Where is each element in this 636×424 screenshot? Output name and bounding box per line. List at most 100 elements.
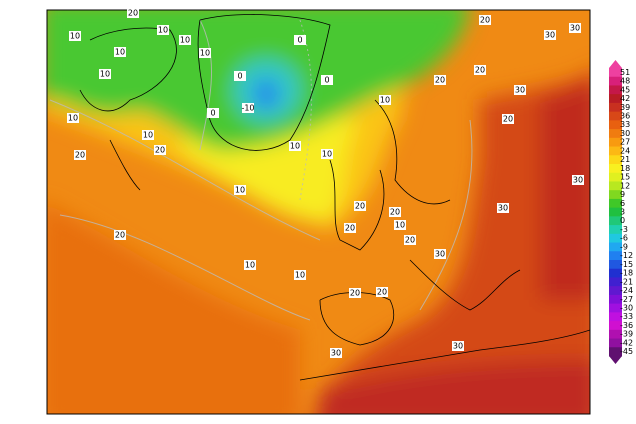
colorbar-swatch xyxy=(609,190,622,200)
contour-label: 10 xyxy=(322,150,332,159)
contour-label: 20 xyxy=(475,66,485,75)
colorbar-label: -42 xyxy=(620,338,633,347)
label-box xyxy=(497,203,509,213)
colorbar-swatch xyxy=(609,102,622,113)
label-box xyxy=(321,75,333,85)
colorbar-swatch xyxy=(609,277,622,287)
colorbar-swatch xyxy=(609,85,622,95)
colorbar-swatch xyxy=(609,137,622,148)
colorbar-swatch xyxy=(609,155,622,165)
map-frame xyxy=(46,9,591,415)
colorbar-label: 6 xyxy=(620,199,625,208)
label-box xyxy=(344,223,356,233)
contour-label: 10 xyxy=(245,261,255,270)
label-box xyxy=(330,348,342,358)
colorbar-swatch xyxy=(609,321,622,331)
label-box xyxy=(114,47,126,57)
label-box xyxy=(157,25,169,35)
colorbar-label: -45 xyxy=(620,347,633,356)
colorbar-label: 18 xyxy=(620,164,630,173)
label-box xyxy=(67,113,79,123)
label-box xyxy=(452,341,464,351)
colorbar-label: 0 xyxy=(620,216,625,225)
label-box xyxy=(572,175,584,185)
colorbar-label: 45 xyxy=(620,85,630,94)
contour-label: 20 xyxy=(435,76,445,85)
colorbar-arrow-top xyxy=(609,60,622,68)
colorbar-swatch xyxy=(609,207,622,217)
contour-label: 10 xyxy=(235,186,245,195)
colorbar-swatch xyxy=(609,347,622,357)
contour-label: 20 xyxy=(350,289,360,298)
label-box xyxy=(479,15,491,25)
contour-label: 10 xyxy=(158,26,168,35)
contour-label: 30 xyxy=(573,176,583,185)
label-box xyxy=(404,235,416,245)
colorbar-label: -9 xyxy=(620,242,628,251)
colorbar-arrow-bottom xyxy=(609,356,622,364)
colorbar-label: 21 xyxy=(620,155,630,164)
contour-label: 10 xyxy=(290,142,300,151)
colorbar-swatch xyxy=(609,242,622,252)
label-box xyxy=(394,220,406,230)
contour-label: 30 xyxy=(331,349,341,358)
contour-label: 10 xyxy=(395,221,405,230)
colorbar-swatch xyxy=(609,76,622,86)
contour-label: 20 xyxy=(355,202,365,211)
contour-label: 10 xyxy=(68,114,78,123)
label-box xyxy=(142,130,154,140)
colorbar-swatch xyxy=(609,216,622,226)
label-box xyxy=(434,75,446,85)
label-box xyxy=(389,207,401,217)
contour-label: 10 xyxy=(180,36,190,45)
contour-label: 10 xyxy=(295,271,305,280)
colorbar-label: 36 xyxy=(620,112,630,121)
colorbar-swatch xyxy=(609,312,622,322)
label-box xyxy=(294,270,306,280)
label-box xyxy=(544,30,556,40)
label-box xyxy=(234,71,246,81)
colorbar-label: 12 xyxy=(620,181,630,190)
label-box xyxy=(514,85,526,95)
colorbar-swatch xyxy=(609,251,622,261)
contour-label: 20 xyxy=(128,9,138,18)
colorbar-swatch xyxy=(609,94,622,104)
label-box xyxy=(289,141,301,151)
colorbar-label: 24 xyxy=(620,146,630,155)
colorbar-swatch xyxy=(609,294,622,305)
label-box xyxy=(569,23,581,33)
colorbar-swatch xyxy=(609,111,622,121)
contour-label: 0 xyxy=(210,109,215,118)
colorbar-swatch xyxy=(609,260,622,270)
colorbar-label: -18 xyxy=(620,269,633,278)
colorbar-label: 9 xyxy=(620,190,625,199)
label-box xyxy=(376,287,388,297)
label-box xyxy=(354,201,366,211)
label-box xyxy=(502,114,514,124)
colorbar-label: -36 xyxy=(620,321,633,330)
contour-label: 10 xyxy=(200,49,210,58)
contour-label: 20 xyxy=(480,16,490,25)
colorbar-swatch xyxy=(609,146,622,156)
colorbar-label: -27 xyxy=(620,295,633,304)
label-box xyxy=(379,95,391,105)
label-box xyxy=(99,69,111,79)
colorbar-label: -15 xyxy=(620,260,633,269)
colorbar-label: 33 xyxy=(620,120,630,129)
label-box xyxy=(207,108,219,118)
label-box xyxy=(474,65,486,75)
colorbar-swatch xyxy=(609,303,622,313)
colorbar-label: -39 xyxy=(620,330,633,339)
contour-label: 10 xyxy=(380,96,390,105)
colorbar-label: -6 xyxy=(620,234,628,243)
label-box xyxy=(199,48,211,58)
contour-label: 10 xyxy=(115,48,125,57)
label-box xyxy=(349,288,361,298)
contour-label: 20 xyxy=(405,236,415,245)
colorbar-label: -3 xyxy=(620,225,628,234)
label-box xyxy=(242,103,254,113)
colorbar-swatch xyxy=(609,68,622,78)
contour-label: 20 xyxy=(390,208,400,217)
colorbar-label: -12 xyxy=(620,251,633,260)
